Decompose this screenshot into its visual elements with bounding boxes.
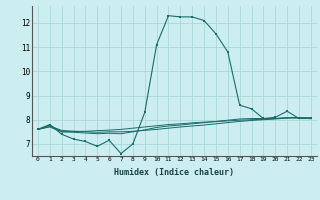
X-axis label: Humidex (Indice chaleur): Humidex (Indice chaleur) — [115, 168, 234, 177]
